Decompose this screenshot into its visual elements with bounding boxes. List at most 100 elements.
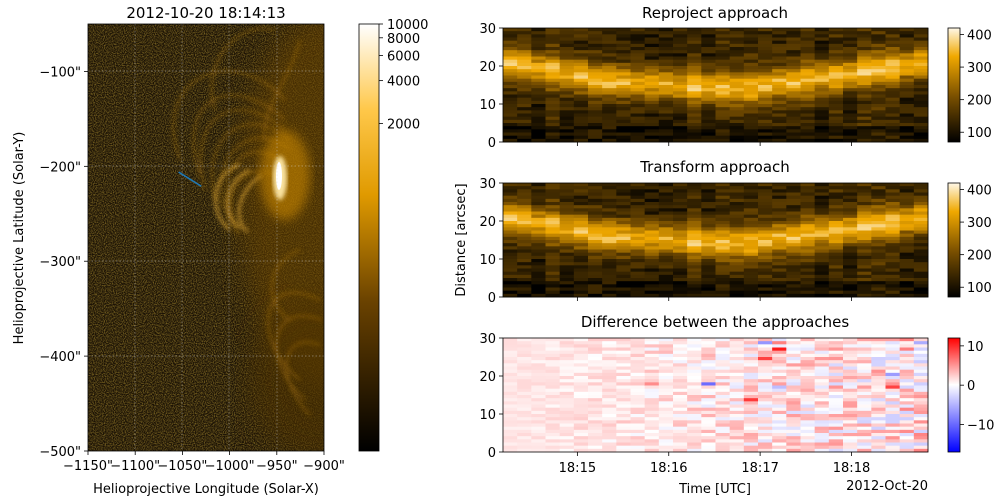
heatmap-cell bbox=[531, 243, 546, 247]
heatmap-cell bbox=[843, 290, 858, 295]
heatmap-cell bbox=[658, 347, 674, 352]
heatmap-cell bbox=[913, 81, 929, 86]
heatmap-cell bbox=[800, 284, 816, 288]
heatmap-cell bbox=[573, 208, 589, 212]
heatmap-cell bbox=[517, 293, 532, 298]
heatmap-cell bbox=[602, 249, 617, 254]
heatmap-cell bbox=[828, 278, 844, 282]
heatmap-cell bbox=[630, 414, 646, 418]
heatmap-cell bbox=[545, 97, 561, 102]
heatmap-cell bbox=[800, 192, 816, 197]
heatmap-cell bbox=[743, 255, 759, 260]
heatmap-cell bbox=[588, 350, 603, 355]
heatmap-cell bbox=[743, 224, 759, 228]
heatmap-cell bbox=[899, 284, 915, 288]
colorbar-tick-label: 200 bbox=[967, 94, 992, 109]
heatmap-cell bbox=[729, 420, 745, 424]
heatmap-cell bbox=[701, 217, 716, 222]
heatmap-cell bbox=[800, 442, 816, 447]
heatmap-cell bbox=[687, 192, 702, 197]
heatmap-cell bbox=[559, 189, 575, 193]
heatmap-cell bbox=[687, 439, 702, 443]
heatmap-cell bbox=[758, 192, 773, 197]
heatmap-cell bbox=[772, 224, 787, 228]
heatmap-cell bbox=[800, 81, 816, 86]
heatmap-cell bbox=[843, 123, 858, 127]
heatmap-cell bbox=[517, 217, 532, 222]
heatmap-cell bbox=[828, 353, 844, 358]
heatmap-cell bbox=[517, 37, 532, 42]
heatmap-cell bbox=[658, 252, 674, 257]
heatmap-cell bbox=[630, 224, 646, 228]
heatmap-cell bbox=[715, 214, 731, 219]
heatmap-cell bbox=[531, 37, 546, 42]
heatmap-cell bbox=[559, 274, 575, 279]
heatmap-cell bbox=[828, 268, 844, 273]
heatmap-cell bbox=[814, 104, 830, 108]
heatmap-cell bbox=[503, 192, 518, 197]
heatmap-cell bbox=[531, 186, 546, 190]
heatmap-cell bbox=[828, 113, 844, 118]
heatmap-cell bbox=[503, 224, 518, 228]
heatmap-cell bbox=[658, 28, 674, 32]
heatmap-cell bbox=[630, 233, 646, 238]
heatmap-cell bbox=[814, 388, 830, 393]
heatmap-cell bbox=[644, 217, 660, 222]
heatmap-cell bbox=[673, 205, 688, 209]
heatmap-cell bbox=[913, 284, 929, 288]
heatmap-cell bbox=[644, 59, 660, 64]
heatmap-cell bbox=[503, 94, 518, 99]
heatmap-cell bbox=[899, 40, 915, 45]
heatmap-cell bbox=[503, 429, 518, 434]
heatmap-cell bbox=[687, 347, 702, 352]
heatmap-cell bbox=[602, 85, 617, 89]
heatmap-cell bbox=[857, 436, 872, 440]
heatmap-cell bbox=[885, 53, 901, 57]
heatmap-cell bbox=[758, 75, 773, 80]
heatmap-cell bbox=[687, 72, 702, 76]
heatmap-cell bbox=[871, 40, 886, 45]
heatmap-cell bbox=[701, 344, 716, 348]
heatmap-cell bbox=[602, 344, 617, 348]
heatmap-cell bbox=[687, 100, 702, 105]
heatmap-cell bbox=[715, 382, 731, 386]
heatmap-cell bbox=[828, 433, 844, 437]
heatmap-cell bbox=[545, 445, 561, 450]
heatmap-cell bbox=[772, 436, 787, 440]
heatmap-cell bbox=[857, 56, 872, 61]
heatmap-cell bbox=[545, 91, 561, 95]
heatmap-cell bbox=[871, 34, 886, 38]
heatmap-cell bbox=[616, 195, 631, 200]
heatmap-cell bbox=[573, 59, 589, 64]
heatmap-cell bbox=[772, 126, 787, 130]
heatmap-cell bbox=[885, 338, 901, 342]
heatmap-cell bbox=[701, 53, 716, 57]
heatmap-cell bbox=[758, 353, 773, 358]
heatmap-cell bbox=[800, 271, 816, 276]
heatmap-cell bbox=[758, 47, 773, 51]
heatmap-cell bbox=[616, 341, 631, 345]
heatmap-cell bbox=[913, 252, 929, 257]
heatmap-cell bbox=[772, 414, 787, 418]
heatmap-cell bbox=[743, 205, 759, 209]
heatmap-cell bbox=[758, 107, 773, 111]
heatmap-cell bbox=[658, 91, 674, 95]
heatmap-cell bbox=[545, 205, 561, 209]
heatmap-cell bbox=[602, 69, 617, 73]
heatmap-cell bbox=[602, 183, 617, 187]
heatmap-cell bbox=[531, 31, 546, 35]
heatmap-cell bbox=[531, 97, 546, 102]
heatmap-cell bbox=[772, 287, 787, 292]
heatmap-cell bbox=[715, 372, 731, 377]
heatmap-cell bbox=[559, 186, 575, 190]
heatmap-cell bbox=[531, 252, 546, 257]
heatmap-cell bbox=[616, 344, 631, 348]
heatmap-cell bbox=[616, 265, 631, 269]
heatmap-cell bbox=[545, 366, 561, 371]
heatmap-cell bbox=[658, 59, 674, 64]
heatmap-cell bbox=[545, 249, 561, 254]
heatmap-cell bbox=[800, 357, 816, 361]
heatmap-cell bbox=[517, 410, 532, 415]
heatmap-cell bbox=[602, 100, 617, 105]
